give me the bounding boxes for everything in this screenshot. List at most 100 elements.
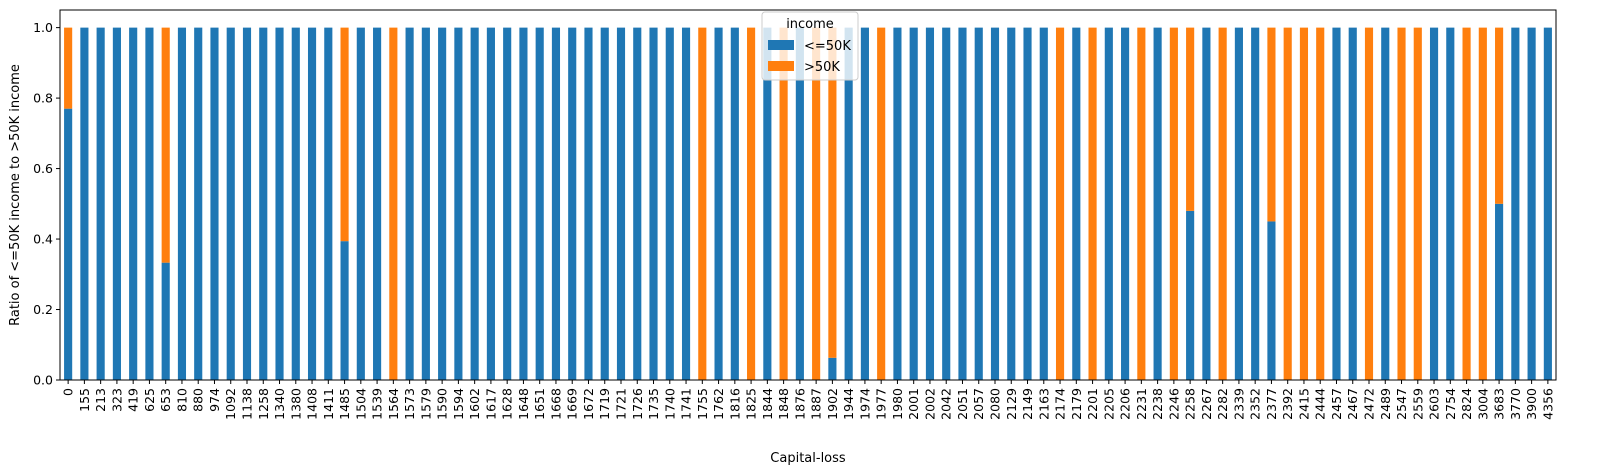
x-tick-label: 1672 bbox=[581, 388, 596, 420]
x-tick-label: 1602 bbox=[467, 388, 482, 420]
bar-gt50k-1902 bbox=[828, 27, 837, 358]
bar-le50k-1411 bbox=[324, 27, 333, 380]
x-tick-label: 2467 bbox=[1345, 388, 1360, 420]
y-tick-label: 0.4 bbox=[33, 232, 53, 247]
bar-gt50k-2377 bbox=[1267, 27, 1276, 222]
x-tick-label: 1628 bbox=[500, 388, 515, 420]
bar-le50k-2258 bbox=[1186, 210, 1195, 380]
legend-label-gt50k: >50K bbox=[804, 60, 840, 75]
x-tick-label: 1726 bbox=[630, 388, 645, 420]
bar-le50k-1735 bbox=[649, 27, 658, 380]
bar-le50k-2603 bbox=[1429, 27, 1439, 380]
bar-le50k-1617 bbox=[486, 27, 495, 380]
x-tick-label: 2415 bbox=[1296, 388, 1311, 420]
bar-le50k-1974 bbox=[860, 27, 869, 380]
y-tick-label: 0.6 bbox=[33, 161, 53, 176]
bar-le50k-155 bbox=[80, 27, 89, 380]
y-tick-label: 0.0 bbox=[33, 373, 53, 388]
x-tick-label: 2444 bbox=[1313, 388, 1328, 420]
x-tick-label: 155 bbox=[77, 388, 92, 412]
x-tick-label: 1825 bbox=[744, 388, 759, 420]
bar-le50k-2267 bbox=[1202, 27, 1211, 380]
bar-le50k-2080 bbox=[990, 27, 1000, 380]
x-tick-label: 1977 bbox=[874, 388, 889, 420]
x-tick-label: 2267 bbox=[1199, 388, 1214, 420]
bar-le50k-323 bbox=[112, 27, 121, 380]
x-tick-label: 3004 bbox=[1475, 388, 1490, 420]
bar-gt50k-1977 bbox=[877, 27, 886, 380]
bar-le50k-1726 bbox=[633, 27, 642, 380]
x-tick-label: 2080 bbox=[988, 388, 1003, 420]
bar-gt50k-2231 bbox=[1137, 27, 1146, 380]
x-tick-label: 2231 bbox=[1134, 388, 1149, 420]
bar-gt50k-2824 bbox=[1462, 27, 1471, 380]
x-tick-label: 2392 bbox=[1280, 388, 1295, 420]
bar-le50k-1380 bbox=[291, 27, 300, 380]
bar-gt50k-2392 bbox=[1283, 27, 1292, 380]
y-tick-label: 0.2 bbox=[33, 302, 53, 317]
x-tick-label: 419 bbox=[126, 388, 141, 412]
bar-gt50k-2246 bbox=[1169, 27, 1178, 380]
bar-le50k-1668 bbox=[551, 27, 561, 380]
bar-gt50k-1848 bbox=[779, 27, 788, 380]
x-tick-label: 1668 bbox=[548, 388, 563, 420]
x-tick-label: 1573 bbox=[402, 388, 417, 420]
x-tick-label: 653 bbox=[158, 388, 173, 412]
bar-le50k-2042 bbox=[942, 27, 951, 380]
y-tick-label: 1.0 bbox=[33, 20, 53, 35]
bar-gt50k-1485 bbox=[340, 27, 349, 242]
bar-gt50k-0 bbox=[64, 27, 73, 109]
bar-le50k-1138 bbox=[242, 27, 252, 380]
bar-le50k-1944 bbox=[844, 27, 853, 380]
legend: income <=50K >50K bbox=[761, 11, 859, 81]
x-tick-label: 1539 bbox=[370, 388, 385, 420]
x-tick-label: 1876 bbox=[792, 388, 807, 420]
x-tick-label: 974 bbox=[207, 388, 222, 412]
bar-le50k-974 bbox=[210, 27, 219, 380]
x-tick-label: 2352 bbox=[1248, 388, 1263, 420]
bar-le50k-2457 bbox=[1332, 27, 1341, 380]
x-tick-label: 1138 bbox=[240, 388, 255, 420]
y-tick-label: 0.8 bbox=[33, 91, 53, 106]
x-tick-label: 2547 bbox=[1394, 388, 1409, 420]
legend-label-le50k: <=50K bbox=[804, 39, 851, 54]
x-tick-label: 2001 bbox=[906, 388, 921, 420]
x-tick-label: 2201 bbox=[1085, 388, 1100, 420]
x-tick-label: 1564 bbox=[386, 388, 401, 420]
x-tick-label: 2057 bbox=[971, 388, 986, 420]
x-tick-label: 2754 bbox=[1443, 388, 1458, 420]
x-tick-label: 1092 bbox=[223, 388, 238, 420]
bar-le50k-2002 bbox=[925, 27, 935, 380]
x-tick-label: 213 bbox=[93, 388, 108, 412]
x-tick-label: 2489 bbox=[1378, 388, 1393, 420]
y-axis-label: Ratio of <=50K income to >50K income bbox=[8, 64, 23, 326]
y-ticks-group: 0.0 0.2 0.4 0.6 0.8 1.0 bbox=[33, 20, 60, 388]
x-tick-label: 1617 bbox=[483, 388, 498, 420]
x-tick-label: 2042 bbox=[939, 388, 954, 420]
bar-le50k-1844 bbox=[763, 27, 772, 380]
bar-le50k-2206 bbox=[1121, 27, 1130, 380]
x-tick-label: 1485 bbox=[337, 388, 352, 420]
x-tick-label: 1762 bbox=[711, 388, 726, 420]
x-tick-label: 2472 bbox=[1362, 388, 1377, 420]
bar-le50k-1902 bbox=[828, 357, 837, 380]
plot-frame bbox=[59, 9, 1557, 381]
bar-le50k-1258 bbox=[259, 27, 268, 380]
bars-group bbox=[64, 27, 1552, 381]
x-tick-label: 2339 bbox=[1231, 388, 1246, 420]
x-tick-label: 3683 bbox=[1492, 388, 1507, 420]
bar-le50k-653 bbox=[161, 262, 170, 380]
x-tick-label: 1380 bbox=[288, 388, 303, 420]
bar-gt50k-2444 bbox=[1316, 27, 1325, 380]
bar-le50k-2339 bbox=[1234, 27, 1243, 380]
bar-le50k-2377 bbox=[1267, 221, 1276, 380]
bar-le50k-1590 bbox=[438, 27, 447, 380]
bar-gt50k-2559 bbox=[1413, 27, 1422, 380]
x-tick-label: 3900 bbox=[1524, 388, 1539, 420]
bar-gt50k-1755 bbox=[698, 27, 707, 380]
bar-le50k-2238 bbox=[1153, 27, 1162, 380]
bar-le50k-1741 bbox=[681, 27, 691, 380]
bar-le50k-1504 bbox=[356, 27, 365, 380]
bar-le50k-1628 bbox=[503, 27, 512, 380]
bar-le50k-1672 bbox=[584, 27, 593, 380]
